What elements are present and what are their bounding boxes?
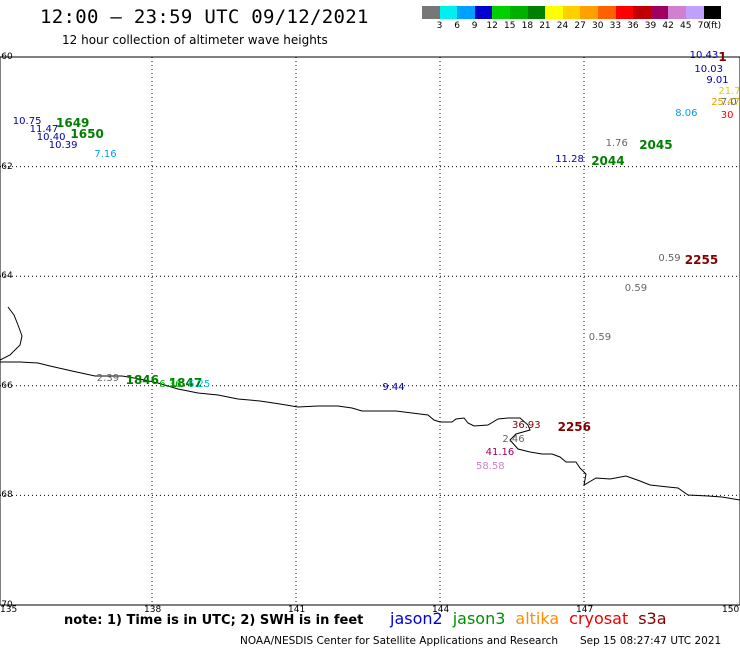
pass-time-label: 1847 bbox=[168, 376, 203, 391]
wave-height-value: 21.77 bbox=[718, 85, 740, 97]
latitude-label: -60 bbox=[0, 52, 13, 62]
wave-height-value: 1.76 bbox=[605, 137, 628, 149]
pass-time-label: 2256 bbox=[557, 419, 591, 434]
colorbar-tick: 9 bbox=[471, 21, 478, 31]
colorbar-tick: 39 bbox=[644, 21, 657, 31]
colorbar-tick: 30 bbox=[592, 21, 604, 31]
wave-height-value: 41.16 bbox=[485, 447, 515, 459]
pass-time-label: 1846 bbox=[125, 373, 159, 388]
colorbar-tick: 33 bbox=[609, 21, 622, 31]
colorbar-swatch bbox=[474, 6, 493, 19]
grid-lines bbox=[0, 57, 740, 605]
colorbar-swatch bbox=[703, 6, 722, 19]
legend-jason3: jason3 bbox=[452, 609, 506, 628]
colorbar-swatch bbox=[422, 6, 440, 19]
colorbar-swatch bbox=[633, 6, 651, 19]
colorbar-tick: 36 bbox=[627, 21, 639, 31]
wave-height-value: 30 bbox=[720, 110, 734, 122]
wave-height-value: 0.59 bbox=[658, 252, 681, 264]
pass-time-label: 1649 bbox=[56, 115, 90, 130]
latitude-label: -64 bbox=[0, 271, 13, 282]
wave-height-value: 11.47 bbox=[29, 123, 59, 135]
colorbar-swatch bbox=[562, 6, 581, 19]
latitude-label: -70 bbox=[0, 600, 13, 610]
latitude-label: -66 bbox=[0, 380, 13, 391]
legend-altika: altika bbox=[515, 609, 560, 628]
colorbar-swatch bbox=[685, 6, 704, 19]
wave-height-value: 25.47 bbox=[711, 96, 740, 108]
wave-height-value: 10.39 bbox=[48, 140, 78, 152]
wave-height-value: 9.44 bbox=[382, 381, 405, 393]
wave-height-value: 11.28 bbox=[555, 154, 584, 166]
pass-time-label: 1 bbox=[718, 50, 727, 64]
pass-time-label: 2045 bbox=[639, 137, 673, 152]
colorbar-swatch bbox=[580, 6, 598, 19]
credit-text: NOAA/NESDIS Center for Satellite Applica… bbox=[240, 635, 558, 647]
longitude-label: 138 bbox=[144, 605, 162, 615]
legend-jason2: jason2 bbox=[390, 609, 443, 628]
colorbar-tick: 6 bbox=[454, 21, 460, 31]
colorbar-swatch bbox=[457, 6, 475, 19]
colorbar-tick: 45 bbox=[680, 21, 692, 31]
latitude-label: -62 bbox=[0, 161, 13, 172]
colorbar-unit: (ft) bbox=[707, 21, 722, 31]
colorbar-tick: 15 bbox=[504, 21, 516, 31]
longitude-label: 147 bbox=[576, 605, 594, 615]
map-subtitle: 12 hour collection of altimeter wave hei… bbox=[62, 33, 328, 47]
wave-height-value: 10.03 bbox=[694, 63, 724, 75]
colorbar-swatch bbox=[509, 6, 528, 19]
wave-height-value: 9.01 bbox=[706, 74, 729, 86]
satellite-legend: jason2 jason3 altika cryosat s3a bbox=[390, 609, 677, 628]
colorbar-swatch bbox=[615, 6, 634, 19]
colorbar-tick-labels: 3 6 9 12 15 18 21 24 27 30 33 36 39 42 45 70 (ft) bbox=[422, 21, 740, 33]
legend-cryosat: cryosat bbox=[569, 609, 629, 628]
antarctic-coastline bbox=[0, 306, 740, 501]
colorbar-swatch bbox=[650, 6, 669, 19]
legend-s3a: s3a bbox=[638, 609, 667, 628]
longitude-label: 144 bbox=[432, 605, 450, 615]
pass-time-label: 2044 bbox=[591, 154, 625, 169]
wave-height-value: 7.0 bbox=[720, 96, 737, 108]
latitude-label: -68 bbox=[0, 490, 13, 501]
pass-time-label: 1650 bbox=[70, 126, 104, 141]
colorbar-tick: 18 bbox=[521, 21, 534, 31]
longitude-label: 141 bbox=[288, 605, 306, 615]
credit-timestamp: Sep 15 08:27:47 UTC 2021 bbox=[580, 635, 722, 647]
wave-height-value: 36.93 bbox=[512, 419, 541, 431]
colorbar-tick: 12 bbox=[486, 21, 498, 31]
colorbar-tick: 3 bbox=[436, 21, 443, 31]
colorbar-tick: 27 bbox=[574, 21, 586, 31]
colorbar-swatch bbox=[527, 6, 546, 19]
wave-height-colorbar bbox=[422, 6, 722, 19]
map-frame bbox=[0, 56, 740, 606]
wave-height-value: 0.59 bbox=[588, 332, 612, 344]
wave-height-value: 58.58 bbox=[476, 461, 505, 472]
wave-height-value: 6.36 bbox=[159, 378, 182, 390]
wave-height-value: 0.59 bbox=[624, 282, 648, 294]
wave-height-value: 2.39 bbox=[96, 373, 120, 385]
pass-time-label: 2255 bbox=[684, 252, 719, 267]
colorbar-tick: 42 bbox=[662, 21, 674, 31]
wave-height-value: 8.06 bbox=[675, 107, 698, 119]
colorbar-swatch bbox=[439, 6, 458, 19]
colorbar-swatch bbox=[597, 6, 616, 19]
wave-height-value: 10.40 bbox=[36, 132, 66, 144]
wave-height-value: 10.75 bbox=[12, 115, 42, 127]
colorbar-tick: 70 bbox=[697, 21, 710, 31]
longitude-label: 150 bbox=[722, 605, 740, 615]
wave-height-value: 2.46 bbox=[502, 433, 525, 445]
longitude-label: 135 bbox=[0, 605, 18, 615]
wave-height-value: 10.43 bbox=[689, 50, 719, 61]
colorbar-tick: 21 bbox=[539, 21, 551, 31]
wave-height-value: 7.16 bbox=[94, 148, 117, 160]
colorbar-swatch bbox=[668, 6, 686, 19]
colorbar-tick: 24 bbox=[556, 21, 569, 31]
units-note: note: 1) Time is in UTC; 2) SWH is in fe… bbox=[64, 613, 364, 628]
map-title: 12:00 – 23:59 UTC 09/12/2021 bbox=[40, 6, 369, 28]
colorbar-swatch bbox=[492, 6, 510, 19]
colorbar-swatch bbox=[545, 6, 563, 19]
wave-height-value: 6.25 bbox=[188, 378, 211, 390]
